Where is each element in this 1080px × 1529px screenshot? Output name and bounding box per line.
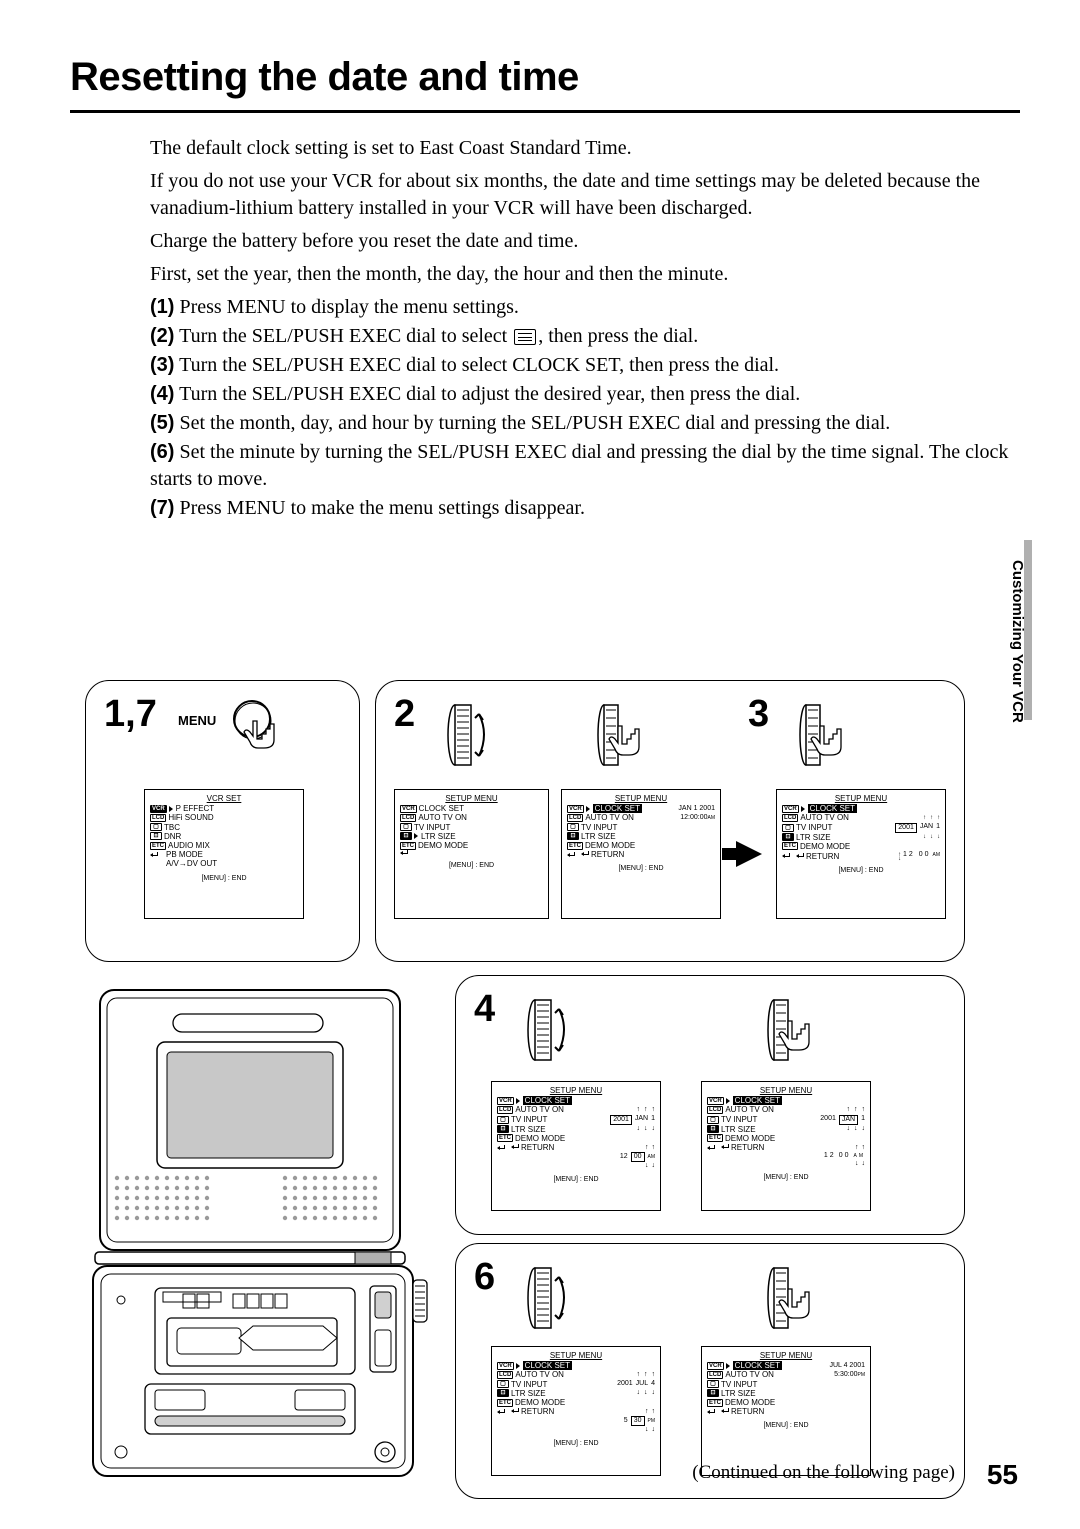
arrow-icon-4 <box>621 1018 639 1040</box>
dial-press-icon-3 <box>788 696 858 776</box>
page-title: Resetting the date and time <box>70 55 1020 100</box>
screen-setup-c2: SETUP MENU VCRCLOCK SET LCDAUTO TV ON↑↑↑… <box>701 1081 871 1211</box>
panel-num-3: 3 <box>748 693 769 736</box>
step-num-6: (6) <box>150 441 174 463</box>
arrow-icon-6 <box>621 1286 639 1308</box>
press-button-icon <box>224 691 294 761</box>
solid-arrow-icon <box>736 841 762 867</box>
step-num-5: (5) <box>150 412 174 434</box>
step-text-7: Press MENU to make the menu settings dis… <box>179 497 585 519</box>
step-text-3: Turn the SEL/PUSH EXEC dial to select CL… <box>179 354 779 376</box>
dial-press-icon-6 <box>756 1259 826 1339</box>
step-text-2a: Turn the SEL/PUSH EXEC dial to select <box>179 325 512 347</box>
step-num-2: (2) <box>150 325 174 347</box>
menu-button-label: MENU <box>178 713 216 728</box>
intro-line-1: If you do not use your VCR for about six… <box>150 168 1020 222</box>
step-text-4: Turn the SEL/PUSH EXEC dial to adjust th… <box>179 383 800 405</box>
step-num-7: (7) <box>150 497 174 519</box>
dial-turn-icon-6 <box>511 1259 571 1337</box>
panel-step-1-7: 1,7 MENU VCR SET VCRP EFFECT LCDHiFi SOU… <box>85 680 360 962</box>
screen1-title: VCR SET <box>150 794 298 803</box>
step-text-6: Set the minute by turning the SEL/PUSH E… <box>150 441 1008 490</box>
dial-turn-icon-4 <box>511 991 571 1069</box>
screen-setup-c1: SETUP MENU VCRCLOCK SET LCDAUTO TV ON↑↑↑… <box>491 1081 661 1211</box>
screen-setup-3: SETUP MENU VCRCLOCK SET LCDAUTO TV ON↑↑↑… <box>776 789 946 919</box>
panel-num-17: 1,7 <box>104 693 157 736</box>
page-number: 55 <box>987 1459 1018 1491</box>
setup-menu-icon <box>514 329 536 345</box>
intro-line-3: First, set the year, then the month, the… <box>150 261 1020 288</box>
step-num-4: (4) <box>150 383 174 405</box>
dial-turn-icon <box>431 696 491 774</box>
vcr-device-illustration <box>85 980 435 1490</box>
panel-step-2-3: 2 3 <box>375 680 965 962</box>
intro-line-2: Charge the battery before you reset the … <box>150 228 1020 255</box>
screen-setup-d2: SETUP MENU VCRCLOCK SETJUL 4 2001 LCDAUT… <box>701 1346 871 1476</box>
arrow-icon <box>526 723 544 745</box>
step-text-5: Set the month, day, and hour by turning … <box>179 412 890 434</box>
side-label: Customizing Your VCR <box>1009 560 1026 723</box>
dial-press-icon-4 <box>756 991 826 1071</box>
intro-line-0: The default clock setting is set to East… <box>150 135 1020 162</box>
panel-step-4: 4 SETUP MENU VCRCLOCK SET LCDAUTO TV <box>455 975 965 1235</box>
step-num-3: (3) <box>150 354 174 376</box>
screen-setup-2: SETUP MENU VCRCLOCK SETJAN 1 2001 LCDAUT… <box>561 789 721 919</box>
screen-setup-d1: SETUP MENU VCRCLOCK SET LCDAUTO TV ON↑↑↑… <box>491 1346 661 1476</box>
panel-num-4: 4 <box>474 988 495 1031</box>
title-rule <box>70 110 1020 113</box>
panel-step-6: 6 SETUP MENU VCRCLOCK SET LCDAUTO TV <box>455 1243 965 1499</box>
dial-press-icon <box>586 696 656 776</box>
panel-num-2: 2 <box>394 693 415 736</box>
step-text-1: Press MENU to display the menu settings. <box>179 296 518 318</box>
step-num-1: (1) <box>150 296 174 318</box>
screen-vcr-set: VCR SET VCRP EFFECT LCDHiFi SOUND ▢TBC ⊡… <box>144 789 304 919</box>
step-list: (1) Press MENU to display the menu setti… <box>150 294 1020 522</box>
step-text-2b: , then press the dial. <box>538 325 698 347</box>
continued-text: (Continued on the following page) <box>692 1462 955 1484</box>
screen-setup-1: SETUP MENU VCRCLOCK SET LCDAUTO TV ON ▢T… <box>394 789 549 919</box>
panel-num-6: 6 <box>474 1256 495 1299</box>
